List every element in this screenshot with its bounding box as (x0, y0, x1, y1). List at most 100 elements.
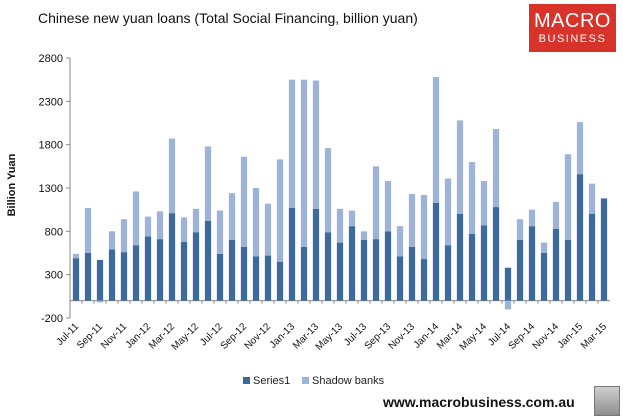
bar-shadow-banks (456, 120, 464, 214)
bar-shadow-banks (132, 191, 140, 246)
website-url: www.macrobusiness.com.au (383, 394, 575, 410)
bar-series1 (264, 255, 272, 301)
y-tick-label: 1300 (39, 183, 63, 195)
bar-shadow-banks (300, 79, 308, 247)
x-tick-label: Nov-14 (531, 321, 562, 352)
x-tick-label: Mar-15 (579, 321, 609, 351)
bar-series1 (120, 252, 128, 301)
logo-word-macro: MACRO (534, 10, 611, 32)
y-tick-label: -200 (41, 313, 63, 325)
bar-series1 (204, 220, 212, 301)
bar-shadow-banks (480, 181, 488, 226)
bar-shadow-banks (420, 194, 428, 260)
y-tick-labels: -200 300 800 1300 1800 2300 2800 (39, 53, 63, 325)
bar-series1 (144, 236, 152, 301)
bar-shadow-banks (228, 193, 236, 240)
bar-shadow-banks (348, 210, 356, 227)
bar-shadow-banks (96, 300, 104, 303)
chart-title: Chinese new yuan loans (Total Social Fin… (38, 10, 418, 26)
bar-series1 (576, 174, 584, 301)
bar-series1 (480, 225, 488, 301)
bar-shadow-banks (360, 231, 368, 240)
y-axis-title: Billion Yuan (6, 153, 18, 217)
bar-series1 (492, 207, 500, 301)
bar-series1 (564, 240, 572, 301)
legend-swatch-shadow-banks (302, 377, 309, 384)
bar-shadow-banks (552, 201, 560, 229)
bar-series1 (384, 231, 392, 301)
bar-series1 (516, 240, 524, 301)
bar-series1 (252, 256, 260, 301)
bar-series1 (192, 232, 200, 301)
bar-series1 (324, 232, 332, 301)
bar-shadow-banks (324, 148, 332, 233)
bar-shadow-banks (192, 208, 200, 233)
x-tick-label: Nov-12 (243, 321, 274, 352)
bar-shadow-banks (204, 146, 212, 221)
legend-swatch-series1 (243, 377, 250, 384)
bar-shadow-banks (84, 207, 92, 253)
bar-series1 (96, 259, 104, 301)
bar-series1 (540, 253, 548, 301)
bar-shadow-banks (432, 77, 440, 203)
bar-series1 (72, 258, 80, 301)
bar-series1 (84, 253, 92, 301)
bar-series1 (360, 240, 368, 301)
bar-series1 (276, 261, 284, 301)
bar-shadow-banks (504, 300, 512, 310)
macrobusiness-logo: MACRO BUSINESS (529, 4, 616, 52)
bar-shadow-banks (396, 226, 404, 257)
bar-shadow-banks (384, 181, 392, 232)
bar-shadow-banks (516, 219, 524, 240)
x-tick-labels: Jul-11Sep-11Nov-11Jan-12Mar-12May-12Jul-… (55, 321, 610, 353)
bar-series1 (408, 246, 416, 301)
bar-series1 (216, 253, 224, 301)
y-tick-label: 800 (45, 226, 63, 238)
bar-shadow-banks (252, 188, 260, 257)
bar-shadow-banks (156, 211, 164, 240)
bar-series1 (108, 249, 116, 301)
bar-series1 (396, 256, 404, 301)
bar-series1 (336, 242, 344, 301)
bar-shadow-banks (168, 138, 176, 214)
legend-label-shadow-banks: Shadow banks (312, 375, 385, 387)
legend-label-series1: Series1 (253, 375, 291, 387)
bar-series1 (444, 245, 452, 301)
x-tick-label: Sep-11 (75, 321, 105, 351)
bar-series1 (588, 214, 596, 301)
bar-shadow-banks (108, 231, 116, 250)
bar-shadow-banks (276, 159, 284, 262)
bar-series1 (504, 267, 512, 301)
bar-series1 (168, 213, 176, 301)
bar-series1 (348, 226, 356, 301)
bar-shadow-banks (588, 183, 596, 214)
bar-series1 (552, 228, 560, 301)
bar-series1 (600, 198, 608, 301)
x-tick-label: May-12 (170, 321, 202, 353)
y-tick-label: 2300 (39, 96, 63, 108)
bar-shadow-banks (540, 242, 548, 253)
bar-shadow-banks (468, 162, 476, 234)
bar-shadow-banks (408, 194, 416, 247)
bar-series1 (312, 208, 320, 301)
bar-shadow-banks (72, 253, 80, 259)
bar-series1 (456, 214, 464, 301)
bar-shadow-banks (180, 217, 188, 242)
bar-series1 (132, 245, 140, 301)
bars-group (72, 77, 608, 310)
bar-series1 (240, 246, 248, 301)
bar-shadow-banks (312, 80, 320, 209)
bar-series1 (468, 233, 476, 301)
bar-shadow-banks (144, 216, 152, 237)
bar-shadow-banks (216, 210, 224, 254)
bar-series1 (432, 202, 440, 301)
y-tick-label: 2800 (39, 53, 63, 65)
bar-shadow-banks (336, 208, 344, 243)
bar-shadow-banks (564, 154, 572, 240)
bar-shadow-banks (492, 129, 500, 208)
logo-word-business: BUSINESS (538, 33, 607, 45)
bar-shadow-banks (576, 122, 584, 175)
bar-series1 (288, 207, 296, 301)
bar-series1 (372, 239, 380, 301)
